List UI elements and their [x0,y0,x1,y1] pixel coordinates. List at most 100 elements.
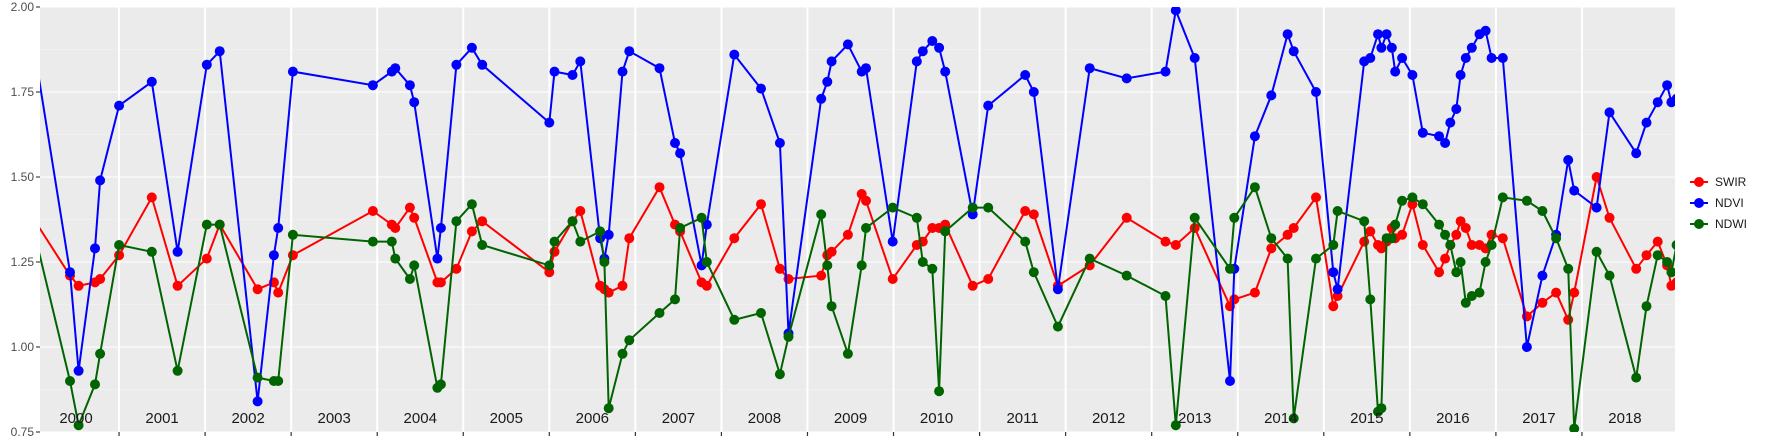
point-ndwi [1225,263,1235,274]
point-ndwi [1641,301,1652,312]
point-swir [1266,243,1277,254]
point-swir [575,206,586,216]
point-swir [287,250,298,261]
point-ndvi [1121,73,1132,84]
point-ndwi [617,348,628,359]
series-line-ndvi [40,7,1675,402]
point-ndvi [544,117,555,128]
legend-marker [1694,198,1704,208]
grid [40,6,1675,433]
point-swir [1631,263,1642,274]
point-swir [842,229,853,240]
point-ndwi [1604,270,1615,281]
point-swir [1671,277,1675,288]
point-ndvi [1084,63,1095,74]
point-swir [816,270,827,281]
point-swir [1537,297,1548,308]
point-swir [95,274,106,284]
point-ndwi [1460,297,1471,308]
point-swir [1170,240,1181,250]
point-ndvi [95,175,106,186]
point-ndvi [756,83,766,94]
point-swir [409,212,420,223]
point-ndwi [1486,240,1497,250]
point-swir [1460,223,1471,233]
point-ndvi [1282,29,1293,40]
point-swir [1652,236,1663,247]
point-ndvi [146,76,157,87]
point-ndvi [1170,7,1181,16]
point-ndwi [466,199,477,210]
year-label: 2011 [1006,410,1038,427]
point-ndvi [1328,267,1339,278]
point-ndvi [404,80,415,91]
point-ndwi [675,223,686,233]
point-ndwi [1407,192,1418,203]
point-ndwi [114,240,125,250]
point-ndwi [544,260,555,271]
point-ndvi [624,46,635,57]
point-ndvi [477,59,488,70]
point-ndwi [1440,229,1451,240]
point-ndwi [654,308,665,318]
year-label: 2001 [145,410,178,427]
point-swir [1020,206,1031,216]
point-ndwi [927,263,938,274]
point-ndwi [603,403,614,414]
point-ndvi [1028,87,1039,97]
year-label: 2018 [1608,410,1641,427]
point-ndvi [1460,53,1471,63]
legend-label: NDVI [1715,196,1744,210]
point-ndwi [1569,423,1580,432]
point-ndwi [1434,219,1445,230]
point-ndvi [927,36,938,46]
point-ndvi [273,223,284,233]
point-ndwi [404,274,415,284]
legend-marker [1694,177,1704,187]
point-swir [1591,172,1602,182]
point-ndwi [1451,267,1462,278]
point-swir [1376,243,1387,254]
year-label: 2004 [404,410,437,427]
point-ndvi [940,66,951,77]
year-label: 2012 [1092,410,1125,427]
year-label: 2005 [490,410,523,427]
point-ndvi [1445,117,1456,128]
point-ndvi [617,66,628,77]
point-ndvi [1376,42,1387,53]
point-ndvi [654,63,665,74]
point-ndvi [1440,138,1451,148]
point-ndwi [1332,206,1343,216]
point-ndvi [1671,94,1675,104]
legend-item-ndvi: NDVI [1690,196,1744,210]
point-ndwi [95,348,106,359]
point-ndvi [1052,284,1063,295]
point-swir [774,263,785,274]
point-ndwi [1591,246,1602,257]
point-swir [1160,236,1171,247]
point-ndwi [887,202,898,213]
point-ndvi [1397,53,1408,63]
point-ndvi [917,46,928,57]
series-ndwi [40,182,1675,432]
point-ndvi [435,223,446,233]
point-swir [466,226,477,237]
series-ndvi [40,7,1675,407]
point-ndvi [172,246,183,257]
point-ndvi [701,219,712,230]
year-label: 2000 [59,410,92,427]
point-swir [1311,192,1321,203]
point-ndvi [1631,148,1642,159]
year-label: 2006 [576,410,609,427]
legend-label: SWIR [1715,175,1747,189]
year-label: 2009 [834,410,867,427]
point-ndvi [774,138,785,148]
point-ndvi [1189,53,1200,63]
point-swir [1229,294,1240,305]
point-ndvi [1521,342,1532,352]
point-ndvi [287,66,298,77]
point-ndwi [774,369,785,380]
point-ndwi [826,301,837,312]
point-ndwi [1417,199,1428,210]
year-label: 2008 [748,410,781,427]
